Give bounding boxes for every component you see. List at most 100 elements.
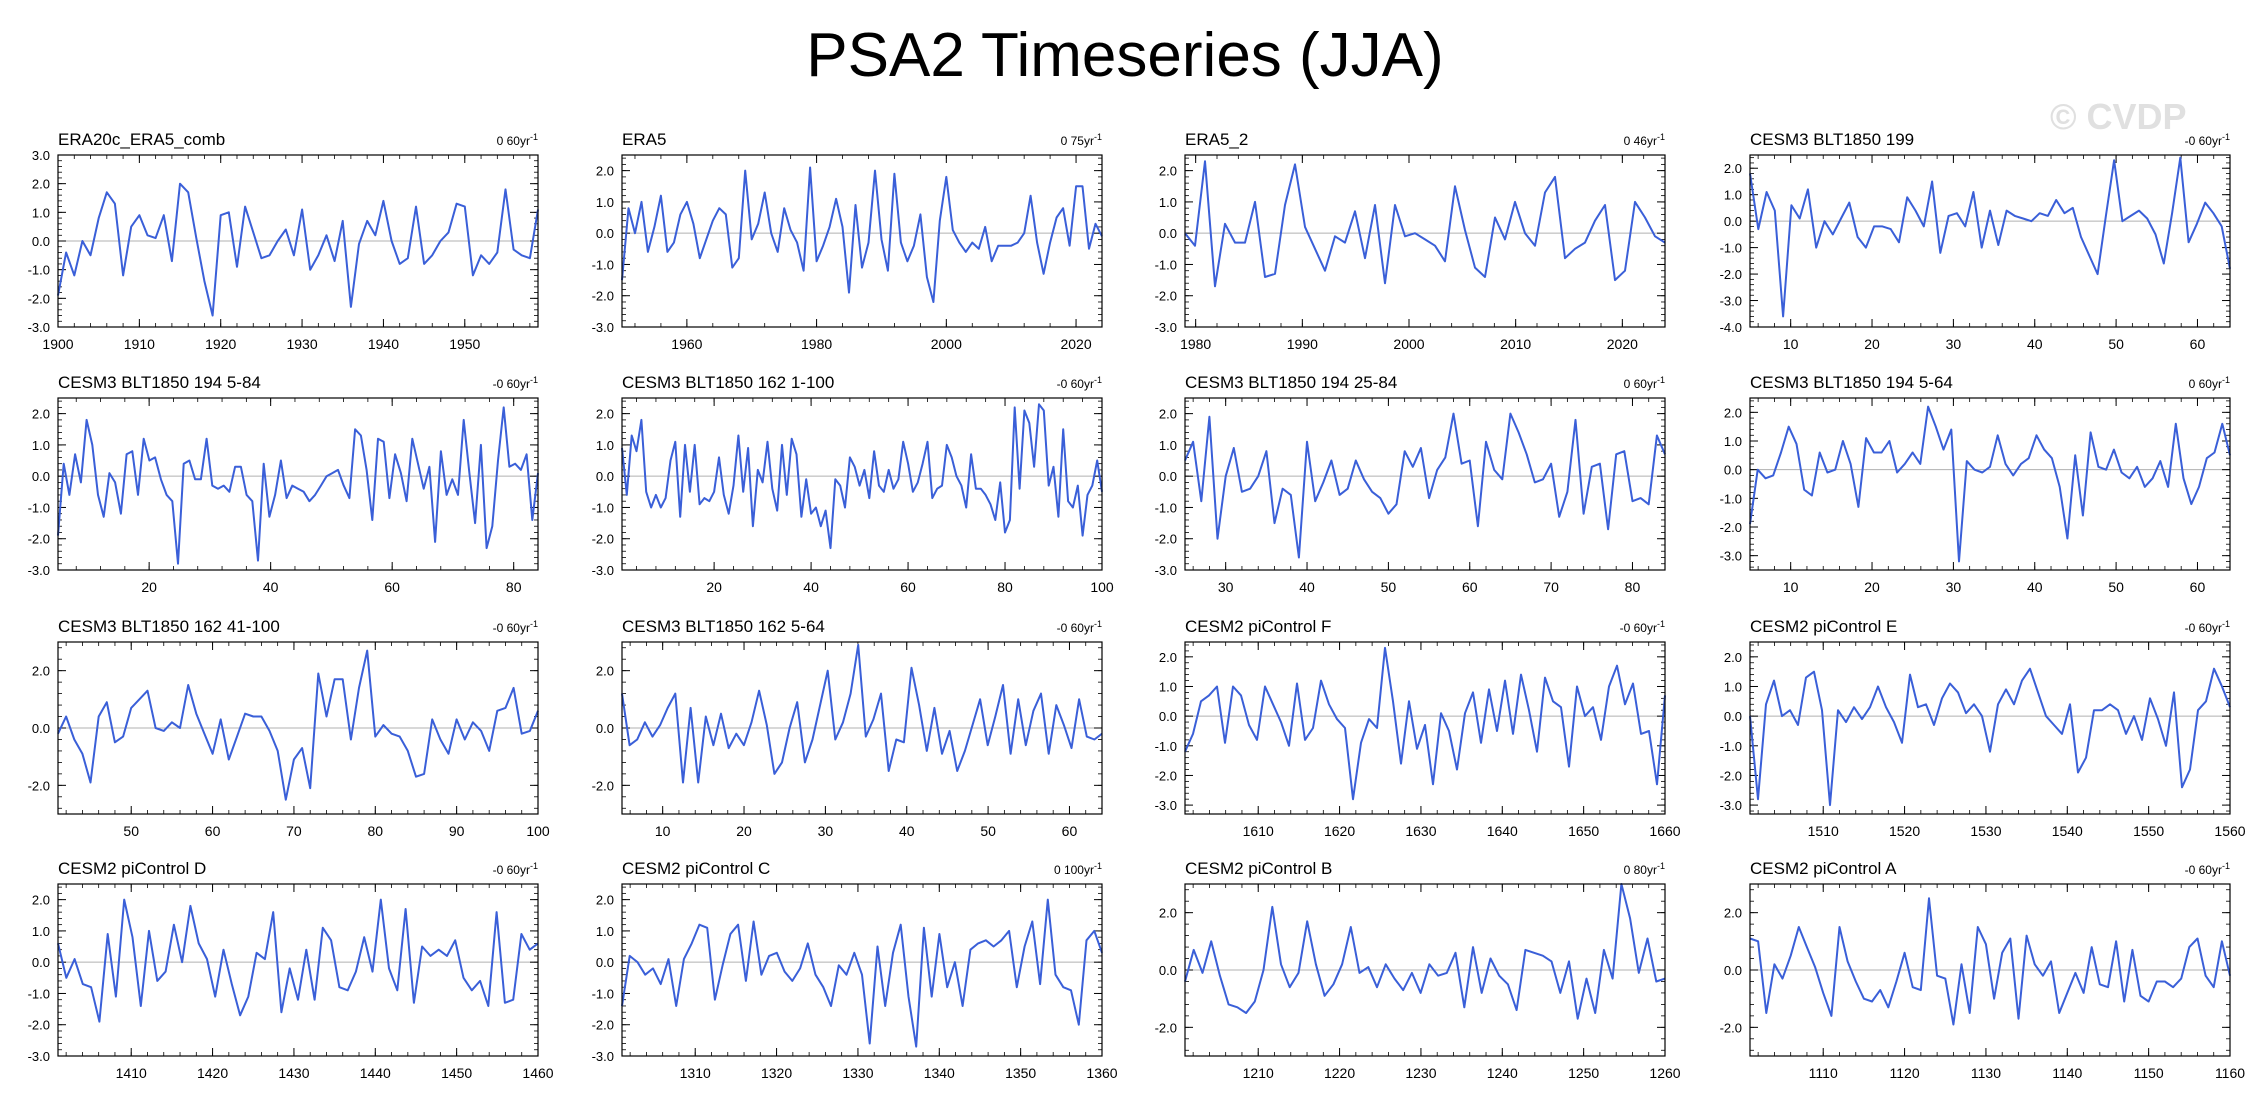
chart-panel: CESM3 BLT1850 162 41-100 -0 60yr-1 -2.0 0.0… <box>28 617 550 839</box>
y-tick-label: -2.0 <box>1155 532 1177 547</box>
x-tick-label: 60 <box>1462 579 1478 595</box>
plot-frame <box>621 641 1103 815</box>
y-tick-label: -2.0 <box>28 1018 50 1033</box>
y-tick-label: 0.0 <box>1724 463 1742 478</box>
series-line <box>1749 897 2231 1026</box>
x-tick-label: 60 <box>384 579 400 595</box>
x-tick-label: 40 <box>899 823 915 839</box>
trend-label: -0 60yr-1 <box>2185 132 2230 148</box>
x-tick-label: 50 <box>2108 579 2124 595</box>
y-tick-label: -2.0 <box>1720 1020 1742 1035</box>
trend-label: -0 60yr-1 <box>2185 861 2230 877</box>
x-tick-label: 2020 <box>1060 336 1091 352</box>
x-tick-label: 1250 <box>1568 1065 1599 1081</box>
y-tick-label: 2.0 <box>32 177 50 192</box>
chart-panel: CESM3 BLT1850 194 5-64 0 60yr-1 -3.0 -2.0 -1… <box>1720 373 2231 595</box>
series-line <box>57 898 539 1023</box>
x-tick-label: 60 <box>900 579 916 595</box>
x-tick-label: 90 <box>449 823 465 839</box>
x-tick-label: 1530 <box>1970 823 2001 839</box>
y-tick-label: 2.0 <box>1724 906 1742 921</box>
x-tick-label: 50 <box>1381 579 1397 595</box>
trend-exponent: -1 <box>2222 132 2230 142</box>
series-line <box>621 643 1103 784</box>
trend-exponent: -1 <box>1657 619 1665 629</box>
x-tick-label: 1640 <box>1487 823 1518 839</box>
y-tick-label: 2.0 <box>1159 407 1177 422</box>
x-tick-label: 1520 <box>1889 823 1920 839</box>
trend-label: -0 60yr-1 <box>2185 619 2230 635</box>
trend-exponent: -1 <box>1094 132 1102 142</box>
plot-frame <box>1749 641 2231 815</box>
x-tick-label: 1320 <box>761 1065 792 1081</box>
panel-title: CESM2 piControl F <box>1185 617 1331 636</box>
x-tick-label: 40 <box>2027 336 2043 352</box>
y-tick-label: 0.0 <box>1724 963 1742 978</box>
x-tick-label: 1990 <box>1287 336 1318 352</box>
trend-exponent: -1 <box>530 861 538 871</box>
x-tick-label: 10 <box>1783 336 1799 352</box>
chart-panel: CESM2 piControl D -0 60yr-1 -3.0 -2.0 -1.0 0.… <box>28 859 554 1081</box>
y-tick-label: -1.0 <box>1720 491 1742 506</box>
y-tick-label: 0.0 <box>1159 226 1177 241</box>
panel-title: CESM3 BLT1850 194 25-84 <box>1185 373 1397 392</box>
trend-label: 0 80yr-1 <box>1624 861 1665 877</box>
y-tick-label: -3.0 <box>1155 320 1177 335</box>
x-tick-label: 2010 <box>1500 336 1531 352</box>
series-line <box>621 403 1103 550</box>
y-tick-label: -1.0 <box>592 500 614 515</box>
y-tick-label: 2.0 <box>1159 164 1177 179</box>
x-tick-label: 1560 <box>2214 823 2245 839</box>
series-line <box>1184 883 1666 1020</box>
chart-panel: CESM3 BLT1850 199 -0 60yr-1 -4.0 -3.0 -2.0 -1… <box>1720 130 2231 352</box>
panel-title: CESM3 BLT1850 194 5-64 <box>1750 373 1953 392</box>
trend-label: 0 60yr-1 <box>1624 375 1665 391</box>
panel-title: ERA20c_ERA5_comb <box>58 130 225 149</box>
y-tick-label: -2.0 <box>592 289 614 304</box>
x-tick-label: 1950 <box>449 336 480 352</box>
x-tick-label: 100 <box>526 823 550 839</box>
x-tick-label: 1630 <box>1405 823 1436 839</box>
x-tick-label: 1620 <box>1324 823 1355 839</box>
x-tick-label: 10 <box>1783 579 1799 595</box>
y-tick-label: -3.0 <box>1720 549 1742 564</box>
plot-frame <box>1184 883 1666 1057</box>
x-tick-label: 1220 <box>1324 1065 1355 1081</box>
panel-title: CESM2 piControl E <box>1750 617 1897 636</box>
trend-exponent: -1 <box>530 619 538 629</box>
x-tick-label: 1350 <box>1005 1065 1036 1081</box>
trend-exponent: -1 <box>1657 132 1665 142</box>
chart-panel: CESM2 piControl F -0 60yr-1 -3.0 -2.0 -1.0 0.… <box>1155 617 1681 839</box>
y-tick-label: 2.0 <box>1724 161 1742 176</box>
panel-title: CESM3 BLT1850 162 41-100 <box>58 617 280 636</box>
y-tick-label: 0.0 <box>596 469 614 484</box>
trend-label: -0 60yr-1 <box>1057 375 1102 391</box>
trend-exponent: -1 <box>1657 375 1665 385</box>
plot-frame <box>621 883 1103 1057</box>
y-tick-label: -3.0 <box>1155 563 1177 578</box>
trend-exponent: -1 <box>2222 861 2230 871</box>
trend-exponent: -1 <box>1657 861 1665 871</box>
trend-exponent: -1 <box>530 132 538 142</box>
trend-exponent: -1 <box>2222 619 2230 629</box>
y-tick-label: -4.0 <box>1720 320 1742 335</box>
panel-title: CESM2 piControl A <box>1750 859 1897 878</box>
trend-label: 0 75yr-1 <box>1061 132 1102 148</box>
chart-panel: ERA5_2 0 46yr-1 -3.0 -2.0 -1.0 0.0 1.0 2.0 1980 1… <box>1155 130 1666 352</box>
x-tick-label: 20 <box>1864 579 1880 595</box>
series-line <box>1749 156 2231 318</box>
y-tick-label: 2.0 <box>596 893 614 908</box>
y-tick-label: -1.0 <box>1155 500 1177 515</box>
page-title: PSA2 Timeseries (JJA) <box>806 21 1444 90</box>
y-tick-label: 1.0 <box>1724 679 1742 694</box>
x-tick-label: 100 <box>1090 579 1114 595</box>
series-line <box>1749 405 2231 563</box>
chart-panel: CESM3 BLT1850 194 5-84 -0 60yr-1 -3.0 -2.0 -… <box>28 373 539 595</box>
y-tick-label: -2.0 <box>1720 267 1742 282</box>
plot-frame <box>1749 883 2231 1057</box>
y-tick-label: -1.0 <box>1720 739 1742 754</box>
y-tick-label: 2.0 <box>596 664 614 679</box>
y-tick-label: -3.0 <box>592 563 614 578</box>
x-tick-label: 1960 <box>671 336 702 352</box>
